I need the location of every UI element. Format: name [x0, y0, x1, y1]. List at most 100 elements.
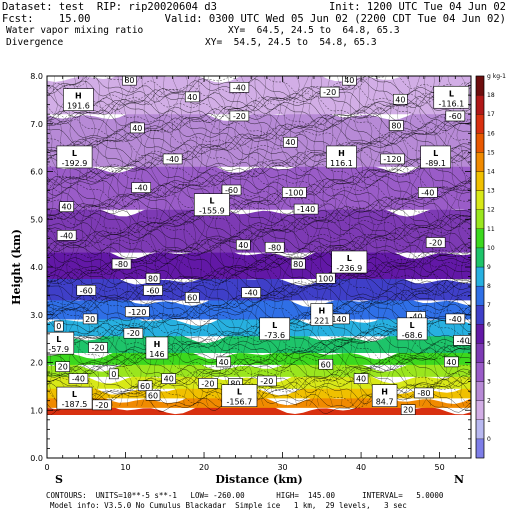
contour-label-box [76, 284, 97, 296]
contour-label: -20 [323, 88, 336, 97]
colorbar-swatch [475, 247, 485, 268]
colorbar-swatch [475, 381, 485, 401]
divergence-contour [215, 76, 226, 407]
x-tick-label: 20 [199, 463, 209, 472]
contour-label-box [53, 320, 64, 332]
extremum-type: L [347, 254, 352, 263]
extremum-value: -155.9 [199, 207, 225, 216]
contour-label: -80 [417, 389, 430, 398]
header-field-2: Divergence [6, 37, 64, 48]
endpoint-left-label: S [55, 473, 63, 486]
contour-label-box [425, 237, 446, 248]
contour-label: 40 [219, 358, 229, 367]
contour-label-box [143, 284, 163, 296]
colorbar-swatch [475, 400, 485, 420]
contour-label: 100 [318, 274, 333, 283]
contour-label-box [145, 273, 161, 284]
contour-label: -20 [260, 377, 273, 386]
header-init: Init: 1200 UTC Tue 04 Jun 02 [328, 1, 506, 13]
footer-contour-info: CONTOURS: UNITS=10**-5 s**-1 LOW= -260.0… [46, 491, 444, 500]
contour-label: 60 [321, 360, 331, 369]
contour-label-box [229, 82, 250, 93]
divergence-contour [289, 76, 300, 407]
divergence-contour [47, 268, 471, 293]
contour-label-box [341, 76, 357, 86]
contour-label-box [283, 136, 298, 148]
contour-label-box [444, 356, 459, 368]
extremum-type: H [318, 307, 325, 316]
contour-label: 20 [403, 406, 413, 415]
divergence-contour [47, 264, 471, 291]
divergence-contour [47, 183, 471, 208]
extremum-type: H [154, 340, 161, 349]
divergence-contour [308, 76, 319, 407]
contour-label-box [445, 110, 466, 122]
contour-label-box [59, 201, 74, 212]
extremum-type: H [75, 92, 82, 101]
contour-label-box [123, 327, 144, 339]
colorbar-swatch [475, 190, 485, 210]
divergence-contour [47, 274, 471, 300]
colorbar-swatch [475, 305, 485, 325]
divergence-contour [168, 76, 179, 407]
header-field-1: Water vapor mixing ratio [6, 25, 144, 36]
divergence-contour [47, 114, 471, 140]
colorbar-swatch [475, 419, 485, 440]
contour-label: 0 [56, 322, 61, 331]
extremum-box [259, 317, 291, 341]
divergence-contour [391, 76, 402, 407]
divergence-contour [280, 76, 291, 407]
contour-label: -40 [166, 155, 179, 164]
extremum-value: -187.5 [62, 400, 88, 409]
contour-label-box [145, 390, 161, 401]
divergence-contour [47, 222, 471, 247]
extremum-box [396, 317, 428, 341]
colorbar-swatch [475, 75, 485, 96]
contour-label: 80 [230, 379, 240, 388]
y-tick-label: 2.0 [30, 359, 43, 368]
divergence-contour [47, 136, 471, 160]
divergence-contour [47, 346, 471, 372]
extremum-box [433, 85, 470, 109]
divergence-contour [47, 76, 471, 96]
extremum-type: L [410, 321, 415, 330]
divergence-contour [47, 292, 471, 319]
divergence-contour [47, 353, 471, 380]
contour-label: 80 [391, 122, 401, 131]
extremum-value: -89.1 [425, 159, 446, 168]
divergence-contour [75, 76, 86, 407]
contour-label-box [389, 120, 404, 131]
contour-label: 40 [285, 138, 295, 147]
contour-label: -40 [421, 188, 434, 197]
y-tick-label: 7.0 [30, 120, 43, 129]
colorbar-tick-label: 1 [487, 417, 491, 424]
divergence-contour [47, 232, 471, 258]
x-axis-label: Distance (km) [215, 473, 302, 486]
divergence-contour [382, 76, 393, 407]
contour-label-box [122, 76, 137, 86]
colorbar-tick-label: 2 [487, 398, 491, 405]
divergence-contour [47, 336, 471, 362]
colorbar-swatch [475, 114, 485, 134]
contour-label: 40 [132, 124, 142, 133]
divergence-contour [196, 76, 207, 407]
y-tick-label: 4.0 [30, 263, 43, 272]
divergence-contour [317, 76, 328, 407]
contour-label: -40 [449, 315, 462, 324]
extremum-value: -73.6 [264, 331, 285, 340]
contour-label-box [198, 378, 218, 389]
divergence-contour [335, 76, 347, 407]
divergence-contour [47, 246, 471, 272]
contour-label: 20 [58, 363, 68, 372]
extremum-value: -68.6 [402, 331, 423, 340]
colorbar-tick-label: 13 [487, 188, 495, 195]
divergence-contour [187, 76, 198, 407]
contour-label: 40 [164, 375, 174, 384]
divergence-contour [47, 117, 471, 143]
contour-label: -120 [128, 308, 146, 317]
extremum-box [145, 336, 169, 360]
y-axis-label: Height (km) [10, 229, 23, 305]
colorbar-unit: g kg-1 [487, 73, 506, 80]
contour-label: 40 [187, 93, 197, 102]
contour-label-box [264, 241, 285, 253]
